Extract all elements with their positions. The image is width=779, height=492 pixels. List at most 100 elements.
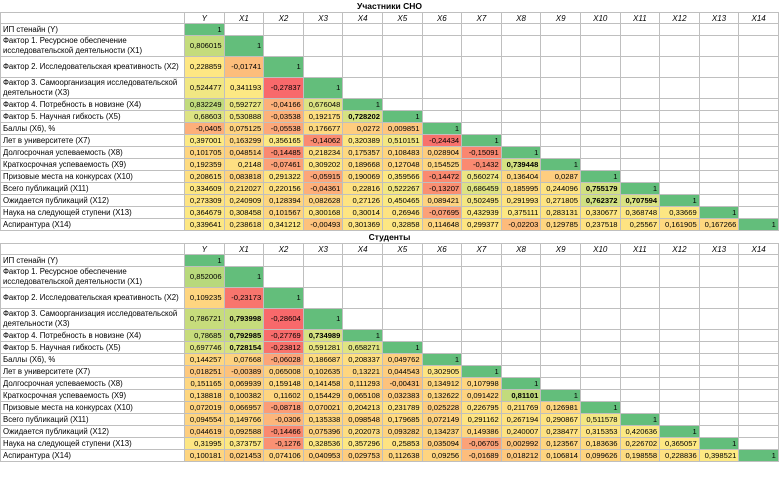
table-cell[interactable] xyxy=(422,342,463,354)
table-cell[interactable]: 0,283131 xyxy=(541,207,581,219)
table-cell[interactable] xyxy=(501,123,542,135)
table-cell[interactable]: -0,23812 xyxy=(264,342,304,354)
table-cell[interactable]: 0,094554 xyxy=(185,414,225,426)
row-label[interactable]: Наука на следующей ступени (X13) xyxy=(0,438,185,450)
table-cell[interactable]: 0,149386 xyxy=(462,426,502,438)
table-cell[interactable]: 0,398521 xyxy=(699,450,740,462)
table-cell[interactable] xyxy=(580,99,621,111)
table-cell[interactable]: 0,226795 xyxy=(462,402,502,414)
table-cell[interactable] xyxy=(264,267,304,288)
table-cell[interactable]: -0,01741 xyxy=(224,57,265,78)
table-cell[interactable]: 0,502495 xyxy=(462,195,502,207)
table-cell[interactable] xyxy=(501,78,542,99)
table-cell[interactable] xyxy=(660,171,700,183)
table-cell[interactable]: 0,302905 xyxy=(422,366,463,378)
table-cell[interactable]: 0,035094 xyxy=(422,438,463,450)
table-cell[interactable] xyxy=(699,123,740,135)
table-cell[interactable]: 1 xyxy=(501,147,542,159)
table-cell[interactable] xyxy=(699,390,740,402)
table-cell[interactable]: 0,048514 xyxy=(224,147,265,159)
table-cell[interactable]: 0,301369 xyxy=(343,219,383,231)
table-cell[interactable] xyxy=(343,267,383,288)
table-cell[interactable]: 0,018251 xyxy=(185,366,225,378)
table-cell[interactable] xyxy=(462,309,502,330)
table-cell[interactable]: 1 xyxy=(185,255,225,267)
table-cell[interactable] xyxy=(660,183,700,195)
table-cell[interactable] xyxy=(699,255,740,267)
table-cell[interactable]: 0,208615 xyxy=(185,171,225,183)
table-cell[interactable] xyxy=(580,36,621,57)
table-cell[interactable] xyxy=(264,255,304,267)
table-cell[interactable] xyxy=(699,288,740,309)
table-cell[interactable]: 0,320389 xyxy=(343,135,383,147)
table-cell[interactable]: 0,32858 xyxy=(382,219,423,231)
table-cell[interactable]: 0,290867 xyxy=(541,414,581,426)
table-cell[interactable] xyxy=(462,123,502,135)
table-cell[interactable]: 0,028904 xyxy=(422,147,463,159)
table-cell[interactable]: 0,356165 xyxy=(264,135,304,147)
row-label[interactable]: Наука на следующей ступени (X13) xyxy=(0,207,185,219)
table-cell[interactable]: 0,009851 xyxy=(382,123,423,135)
table-cell[interactable] xyxy=(462,354,502,366)
row-label[interactable]: Баллы (X6), % xyxy=(0,354,185,366)
table-cell[interactable]: 1 xyxy=(620,183,661,195)
table-cell[interactable]: 0,018212 xyxy=(501,450,542,462)
table-cell[interactable] xyxy=(620,99,661,111)
table-cell[interactable] xyxy=(739,402,779,414)
table-cell[interactable] xyxy=(580,309,621,330)
table-cell[interactable]: 0,786721 xyxy=(185,309,225,330)
table-cell[interactable]: 0,357296 xyxy=(343,438,383,450)
table-cell[interactable]: 0,163299 xyxy=(224,135,265,147)
table-cell[interactable] xyxy=(382,309,423,330)
table-cell[interactable]: 0,68603 xyxy=(185,111,225,123)
row-label[interactable]: Фактор 5. Научная гибкость (X5) xyxy=(0,111,185,123)
row-label[interactable]: Фактор 1. Ресурсное обеспечение исследов… xyxy=(0,36,185,57)
table-cell[interactable] xyxy=(462,57,502,78)
table-cell[interactable] xyxy=(739,183,779,195)
table-cell[interactable]: 0,093282 xyxy=(382,426,423,438)
table-cell[interactable]: -0,23173 xyxy=(224,288,265,309)
table-cell[interactable]: 1 xyxy=(224,267,265,288)
table-cell[interactable]: 0,183636 xyxy=(580,438,621,450)
table-cell[interactable] xyxy=(541,36,581,57)
table-cell[interactable] xyxy=(580,342,621,354)
table-cell[interactable] xyxy=(699,402,740,414)
table-cell[interactable] xyxy=(739,390,779,402)
table-cell[interactable] xyxy=(660,267,700,288)
table-cell[interactable] xyxy=(580,147,621,159)
table-cell[interactable] xyxy=(660,111,700,123)
table-cell[interactable]: -0,14062 xyxy=(303,135,344,147)
table-cell[interactable] xyxy=(422,36,463,57)
table-cell[interactable]: 0,364679 xyxy=(185,207,225,219)
table-cell[interactable]: -0,00493 xyxy=(303,219,344,231)
table-cell[interactable]: 0,592727 xyxy=(224,99,265,111)
table-cell[interactable] xyxy=(739,342,779,354)
table-cell[interactable]: 0,179685 xyxy=(382,414,423,426)
table-cell[interactable]: 0,091422 xyxy=(462,390,502,402)
table-cell[interactable] xyxy=(739,267,779,288)
table-cell[interactable] xyxy=(422,111,463,123)
table-cell[interactable]: -0,1432 xyxy=(462,159,502,171)
table-cell[interactable] xyxy=(739,57,779,78)
table-cell[interactable] xyxy=(343,57,383,78)
row-label[interactable]: Ожидается публикаций (X12) xyxy=(0,426,185,438)
table-cell[interactable] xyxy=(541,330,581,342)
table-cell[interactable]: 0,132622 xyxy=(422,390,463,402)
table-cell[interactable]: -0,07461 xyxy=(264,159,304,171)
table-cell[interactable] xyxy=(541,309,581,330)
table-cell[interactable]: 0,154525 xyxy=(422,159,463,171)
table-cell[interactable] xyxy=(739,438,779,450)
table-cell[interactable] xyxy=(699,171,740,183)
table-cell[interactable]: 1 xyxy=(264,288,304,309)
table-cell[interactable]: 0,368748 xyxy=(620,207,661,219)
table-cell[interactable] xyxy=(699,267,740,288)
table-cell[interactable]: 1 xyxy=(343,330,383,342)
table-cell[interactable] xyxy=(501,288,542,309)
table-cell[interactable] xyxy=(699,147,740,159)
table-cell[interactable] xyxy=(620,78,661,99)
table-cell[interactable] xyxy=(660,159,700,171)
table-cell[interactable] xyxy=(501,330,542,342)
table-cell[interactable] xyxy=(224,24,265,36)
table-cell[interactable]: 1 xyxy=(739,450,779,462)
table-cell[interactable]: 0,522267 xyxy=(382,183,423,195)
